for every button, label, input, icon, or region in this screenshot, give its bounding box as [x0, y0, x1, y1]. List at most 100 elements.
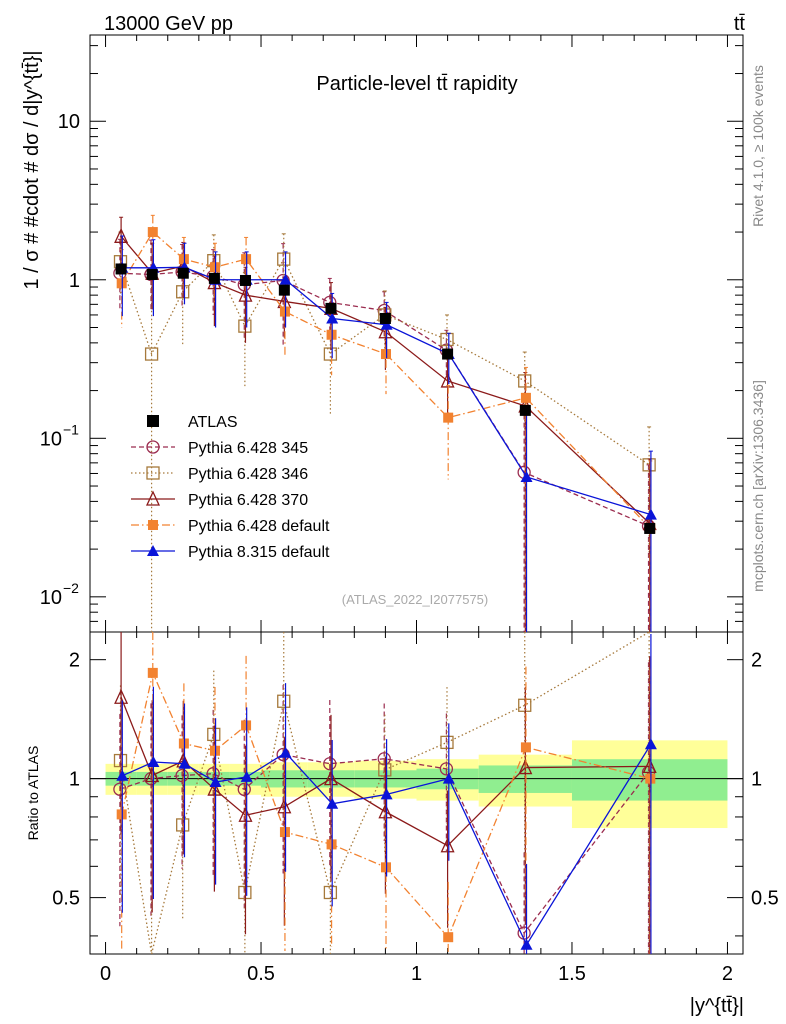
ratio-point	[240, 770, 253, 782]
legend-entry-1: Pythia 6.428 346	[131, 466, 308, 483]
ratio-y-axis-label: Ratio to ATLAS	[25, 746, 41, 841]
data-point	[380, 318, 393, 330]
analysis-tag: (ATLAS_2022_I2077575)	[342, 592, 488, 607]
legend-label: Pythia 6.428 370	[188, 492, 308, 509]
legend-entry-4: Pythia 8.315 default	[131, 544, 330, 561]
ratio-point	[323, 885, 338, 900]
y-axis-label: 1 / σ # #cdot # dσ / d|y^{tt̄}|	[21, 50, 43, 289]
legend-entry-atlas: ATLAS	[147, 414, 238, 431]
y-tick-label: 1	[69, 270, 80, 292]
legend-marker	[145, 490, 161, 506]
atlas-data-point	[239, 274, 251, 286]
ratio-point	[116, 769, 129, 781]
ratio-bands	[105, 740, 728, 829]
atlas-data-point	[644, 522, 656, 534]
legend-entry-0: Pythia 6.428 345	[131, 440, 308, 457]
ratio-point	[644, 738, 657, 750]
y-tick-exponent: −2	[63, 580, 79, 596]
ratio-point	[380, 788, 393, 800]
chart-title: Particle-level tt̄ rapidity	[316, 73, 517, 95]
ratio-point	[237, 782, 251, 797]
legend-marker	[148, 520, 158, 530]
y-tick-exponent: −1	[63, 421, 79, 437]
y-tick-label: 10	[40, 428, 62, 450]
data-point	[520, 471, 533, 483]
process-label: tt̄	[734, 13, 746, 35]
data-point	[378, 323, 393, 339]
ratio-point	[238, 806, 253, 822]
ratio-y-tick-label: 2	[69, 650, 80, 672]
data-point	[147, 227, 158, 238]
atlas-data-point	[115, 263, 127, 275]
atlas-data-point	[278, 284, 290, 296]
atlas-data-point	[442, 348, 454, 360]
rivet-label: Rivet 4.1.0, ≥ 100k events	[750, 65, 766, 227]
ratio-point	[645, 773, 656, 784]
ratio-point	[113, 782, 127, 796]
legend-label: Pythia 8.315 default	[188, 544, 330, 561]
ratio-point	[520, 742, 531, 753]
data-point	[144, 347, 159, 361]
legend-entry-2: Pythia 6.428 370	[131, 490, 308, 509]
x-tick-label: 1.5	[558, 963, 586, 985]
series-line	[121, 231, 651, 529]
ratio-series-layer	[113, 631, 657, 955]
legend-marker	[146, 466, 160, 480]
x-axis-label: |y^{tt̄}|	[690, 995, 744, 1017]
ratio-point	[377, 752, 391, 766]
y-tick-label: 10	[40, 587, 62, 609]
ratio-y-tick-label: 1	[69, 769, 80, 791]
atlas-data-point	[177, 267, 189, 279]
source-label: mcplots.cern.ch [arXiv:1306.3436]	[750, 380, 766, 592]
series-4	[116, 235, 657, 632]
ratio-line	[119, 753, 650, 935]
ratio-series-4	[116, 634, 657, 954]
data-point	[279, 273, 292, 285]
ratio-point	[145, 766, 160, 783]
ratio-point	[642, 757, 657, 774]
data-point	[644, 508, 657, 520]
ratio-point	[440, 837, 455, 853]
ratio-point	[439, 762, 454, 776]
legend-marker	[147, 415, 159, 427]
atlas-data-point	[379, 312, 391, 324]
ratio-point	[178, 757, 191, 769]
atlas-data-point	[519, 404, 531, 416]
legend: ATLAS Pythia 6.428 345 Pythia 6.428 346 Pyt…	[131, 414, 330, 561]
ratio-point	[207, 780, 222, 796]
legend-entry-3: Pythia 6.428 default	[131, 518, 330, 535]
energy-label: 13000 GeV pp	[104, 13, 233, 35]
legend-label: Pythia 6.428 346	[188, 466, 308, 483]
ratio-y-tick-label: 2	[751, 650, 762, 672]
ratio-point	[279, 746, 292, 758]
ratio-point	[520, 938, 533, 950]
legend-marker	[146, 440, 160, 454]
series-0	[113, 238, 656, 632]
series-1	[113, 231, 656, 632]
atlas-data	[115, 263, 656, 534]
x-tick-label: 2	[722, 963, 733, 985]
legend-label: Pythia 6.428 default	[188, 518, 330, 535]
data-point	[238, 286, 253, 302]
ratio-point	[323, 757, 337, 771]
ratio-point	[209, 776, 222, 788]
ratio-y-tick-label: 0.5	[751, 888, 779, 910]
ratio-point	[518, 759, 533, 775]
data-point	[520, 392, 531, 403]
atlas-data-point	[325, 302, 337, 314]
x-tick-label: 1	[411, 963, 422, 985]
ratio-y-tick-label: 1	[751, 769, 762, 791]
x-tick-label: 0	[100, 963, 111, 985]
ratio-point	[443, 932, 454, 943]
y-tick-label: 10	[58, 111, 80, 133]
series-layer	[113, 214, 657, 632]
ratio-point	[147, 756, 160, 768]
ratio-point	[277, 694, 291, 708]
atlas-data-point	[146, 268, 158, 280]
ratio-point	[326, 797, 339, 809]
atlas-data-point	[208, 272, 220, 284]
ratio-point	[442, 772, 455, 784]
data-point	[443, 412, 454, 423]
